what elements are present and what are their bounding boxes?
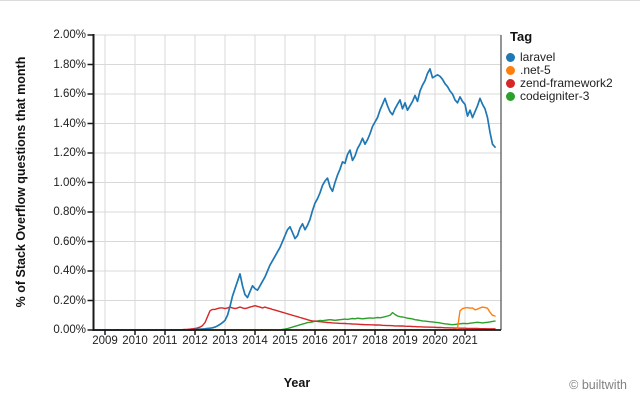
legend: Tag laravel .net-5 zend-framework2 codeigni… — [506, 29, 638, 103]
y-tick-label: 1.60% — [53, 88, 86, 100]
x-tick-label: 2009 — [92, 335, 118, 347]
x-tick-label: 2018 — [362, 335, 388, 347]
x-tick-label: 2019 — [392, 335, 418, 347]
legend-title: Tag — [510, 29, 533, 44]
y-tick-label: 0.40% — [53, 265, 86, 277]
legend-item-label: zend-framework2 — [520, 76, 613, 90]
legend-item-label: codeigniter-3 — [520, 89, 590, 103]
legend-item-label: laravel — [520, 50, 556, 64]
legend-dot-icon — [506, 92, 515, 101]
builtwith-attribution[interactable]: © builtwith — [569, 378, 627, 392]
x-tick-label: 2013 — [212, 335, 238, 347]
x-axis-title: Year — [283, 376, 311, 390]
legend-item-.net-5[interactable]: .net-5 — [506, 64, 638, 77]
y-tick-label: 0.80% — [53, 206, 86, 218]
y-tick-label: 1.40% — [53, 117, 86, 130]
legend-dot-icon — [506, 66, 515, 75]
legend-item-codeigniter-3[interactable]: codeigniter-3 — [506, 90, 638, 103]
legend-items: laravel .net-5 zend-framework2 codeigniter-… — [506, 51, 638, 103]
y-tick-label: 1.20% — [53, 147, 86, 159]
legend-dot-icon — [506, 53, 515, 62]
legend-item-label: .net-5 — [520, 63, 551, 77]
x-tick-label: 2016 — [302, 335, 328, 347]
y-tick-label: 2.00% — [53, 29, 86, 41]
x-tick-label: 2017 — [332, 335, 358, 347]
x-tick-label: 2014 — [242, 335, 268, 347]
x-tick-label: 2015 — [272, 335, 298, 347]
legend-item-zend-framework2[interactable]: zend-framework2 — [506, 77, 638, 90]
y-tick-label: 0.00% — [53, 324, 86, 336]
x-tick-label: 2021 — [452, 335, 478, 347]
y-tick-label: 0.20% — [53, 294, 86, 307]
legend-dot-icon — [506, 79, 515, 88]
y-tick-label: 1.80% — [53, 58, 86, 71]
x-tick-label: 2010 — [122, 335, 148, 347]
x-tick-label: 2011 — [152, 335, 178, 347]
x-tick-label: 2012 — [182, 335, 208, 347]
x-tick-label: 2020 — [422, 335, 448, 347]
y-tick-label: 1.00% — [53, 176, 86, 189]
y-tick-label: 0.60% — [53, 235, 86, 248]
legend-item-laravel[interactable]: laravel — [506, 51, 638, 64]
